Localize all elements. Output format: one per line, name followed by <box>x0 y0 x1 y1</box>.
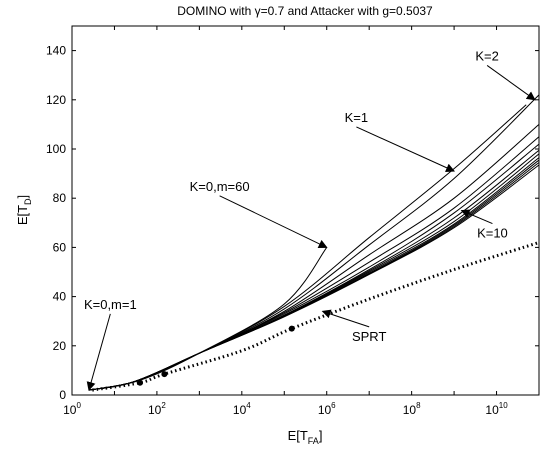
x-tick-label-5: 108 <box>403 401 421 417</box>
y-tick-label-6: 100 <box>46 142 66 156</box>
series-line-2 <box>88 94 540 391</box>
x-tick-label-1: 100 <box>63 401 81 417</box>
y-axis-label-base: E[T <box>15 205 30 225</box>
y-tick-label-1: 0 <box>59 388 66 402</box>
series-layer <box>88 94 540 391</box>
y-axis-label: E[TD] <box>15 195 33 225</box>
series-line-11 <box>88 164 540 391</box>
marker-point-3 <box>288 325 295 332</box>
y-tick-label-7: 120 <box>46 93 66 107</box>
chart-title: DOMINO with γ=0.7 and Attacker with g=0.… <box>177 4 433 18</box>
x-tick-label-2: 102 <box>148 401 166 417</box>
sprt-layer <box>92 241 540 392</box>
y-axis-label-sub: D <box>23 198 33 205</box>
chart-title-before: DOMINO with <box>177 4 254 18</box>
x-axis-label-sub: FA <box>308 436 319 446</box>
series-line-3 <box>88 124 540 391</box>
annotation-label-5: K=0,m=1 <box>84 297 137 312</box>
x-axis-label-close: ] <box>319 428 323 443</box>
annotation-label-6: SPRT <box>352 329 386 344</box>
plot-area: K=2 K=1 K=0,m=60 K=10 K=0,m=1 SPRT <box>71 25 540 396</box>
y-axis-label-close: ] <box>15 195 30 199</box>
x-tick-label-4: 106 <box>318 401 336 417</box>
annotation-arrow-1 <box>486 65 536 101</box>
y-tick-label-8: 140 <box>46 44 66 58</box>
annotation-arrow-6 <box>321 309 370 328</box>
y-tick-label-2: 20 <box>53 339 67 353</box>
chart-title-greek: γ <box>255 4 261 18</box>
series-line-10 <box>88 162 540 391</box>
y-tick-label-4: 60 <box>53 240 67 254</box>
annotation-arrow-5 <box>86 313 111 392</box>
annotation-label-1: K=2 <box>475 48 499 63</box>
axes-frame <box>71 25 540 396</box>
marker-point-2 <box>161 371 168 378</box>
series-line-12 <box>88 247 328 391</box>
annotation-arrow-3 <box>219 195 328 248</box>
sprt-line <box>92 241 540 392</box>
y-axis-ticks: 0 20 40 60 80 100 120 140 <box>46 44 539 402</box>
marker-point-1 <box>137 379 144 386</box>
x-tick-label-6: 1010 <box>485 401 508 417</box>
annotation-arrow-2 <box>356 126 456 172</box>
series-line-7 <box>88 153 540 391</box>
series-line-6 <box>88 149 540 391</box>
annotation-layer: K=2 K=1 K=0,m=60 K=10 K=0,m=1 SPRT <box>84 48 536 392</box>
annotation-label-2: K=1 <box>345 110 369 125</box>
x-axis-ticks: 100 102 104 106 108 1010 <box>63 26 540 417</box>
series-line-8 <box>88 157 540 391</box>
y-tick-label-5: 80 <box>53 191 67 205</box>
series-line-1 <box>88 104 527 391</box>
x-axis-label: E[TFA] <box>288 428 323 446</box>
x-tick-label-3: 104 <box>233 401 251 417</box>
chart-title-after: =0.7 and Attacker with g=0.5037 <box>261 4 433 18</box>
annotation-label-4: K=10 <box>477 226 508 241</box>
annotation-arrow-4 <box>460 209 493 225</box>
y-tick-label-3: 40 <box>53 290 67 304</box>
marker-layer <box>137 325 295 386</box>
x-axis-label-base: E[T <box>288 428 308 443</box>
annotation-label-3: K=0,m=60 <box>190 179 250 194</box>
